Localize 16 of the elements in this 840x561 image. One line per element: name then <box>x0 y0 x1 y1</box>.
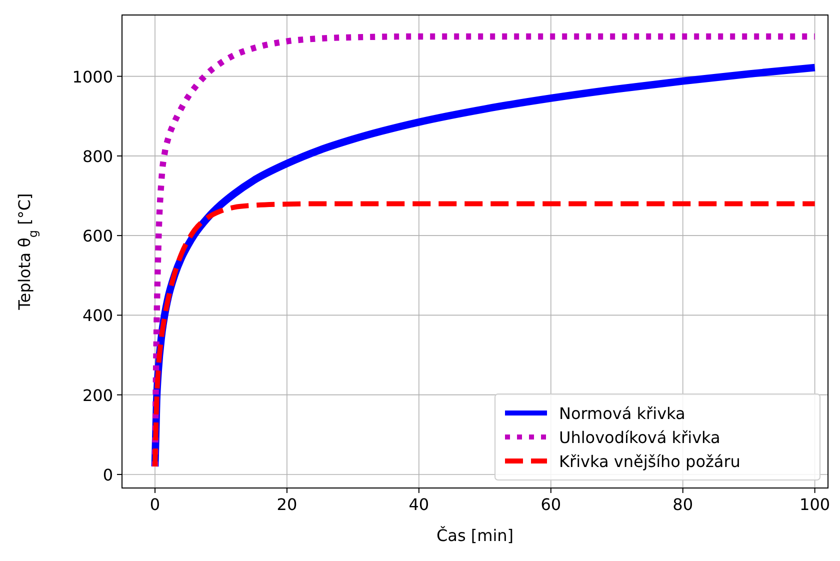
x-axis-title: Čas [min] <box>436 526 514 545</box>
x-tick-label: 0 <box>150 495 160 514</box>
legend-label: Křivka vnějšího požáru <box>559 452 740 471</box>
y-tick-label: 400 <box>82 306 113 326</box>
y-tick-label: 600 <box>82 226 113 246</box>
x-tick-label: 60 <box>540 495 562 514</box>
y-tick-label: 800 <box>82 146 113 166</box>
y-tick-label: 1000 <box>72 67 113 86</box>
y-tick-label: 200 <box>82 386 113 405</box>
x-tick-label: 40 <box>408 495 430 514</box>
y-tick-label: 0 <box>102 465 113 484</box>
x-tick-label: 80 <box>672 495 694 514</box>
legend-label: Normová křivka <box>559 404 686 423</box>
x-tick-label: 100 <box>800 495 830 514</box>
x-tick-label: 20 <box>276 495 298 514</box>
legend-label: Uhlovodíková křivka <box>559 428 720 447</box>
